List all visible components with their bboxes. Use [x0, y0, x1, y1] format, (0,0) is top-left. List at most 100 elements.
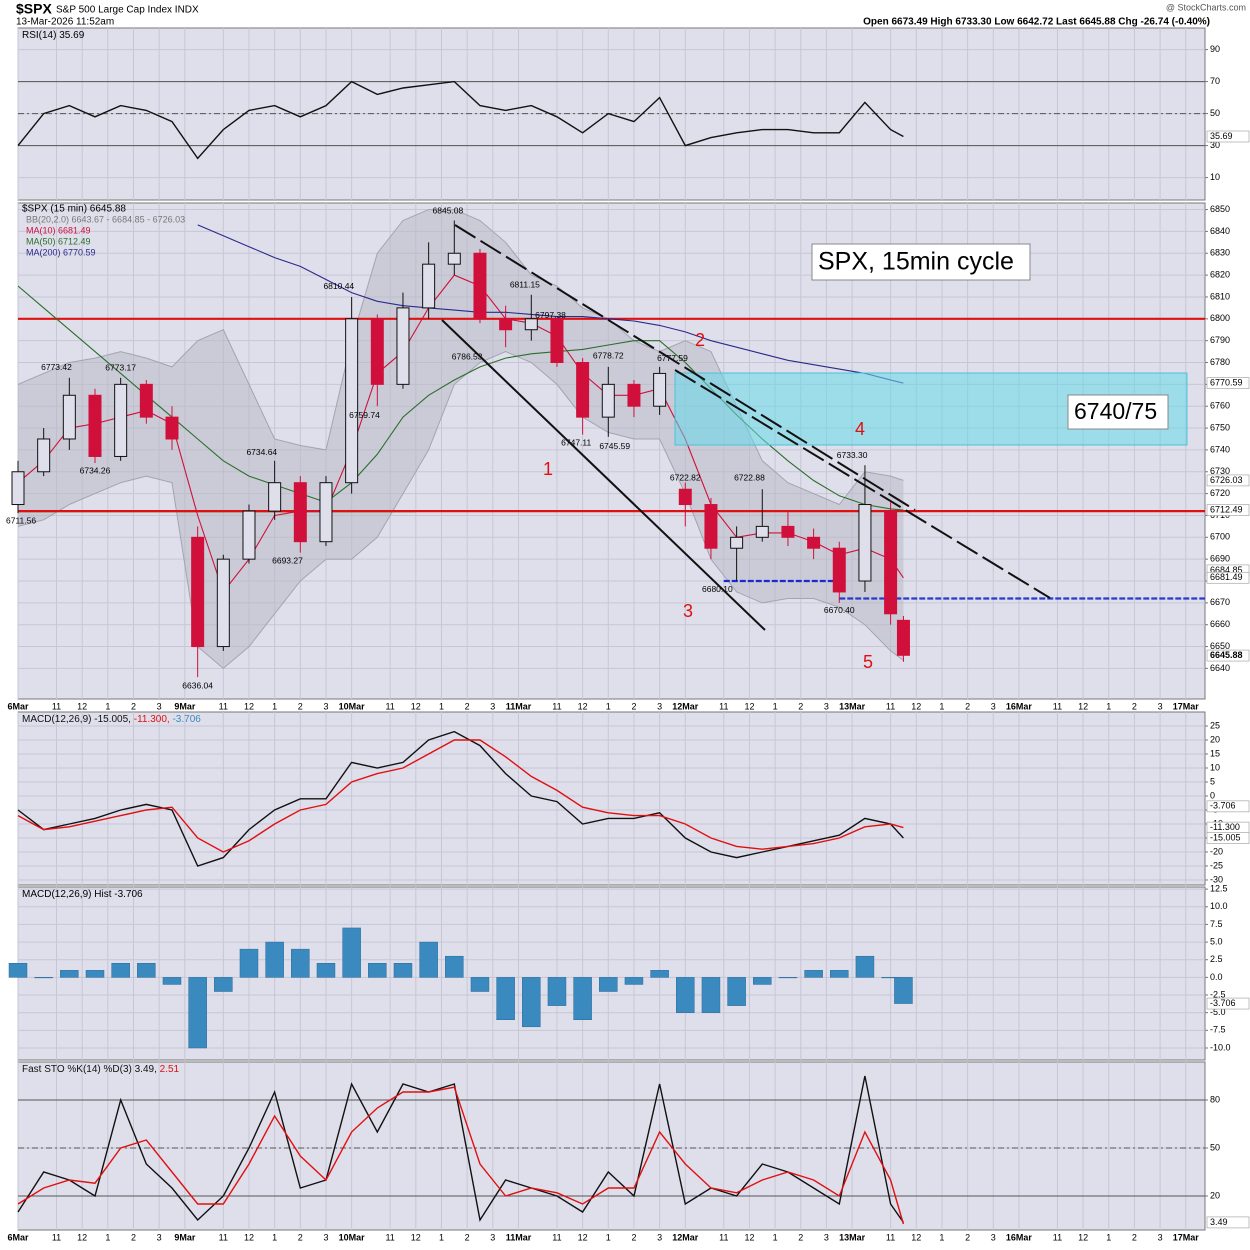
x-tick-label: 3	[657, 1232, 662, 1242]
histogram-bar	[239, 948, 259, 978]
y-tick-label: 6690	[1210, 554, 1230, 564]
bb-band	[18, 209, 904, 669]
legend-entry: MACD(12,26,9) -15.005,	[22, 714, 131, 725]
histogram-bar	[419, 941, 438, 978]
x-tick-label: 1	[105, 1232, 110, 1242]
title-text: RSI(14) 35.69	[22, 30, 85, 41]
legend-entry: -11.300,	[134, 714, 170, 725]
histogram-bar	[342, 927, 361, 978]
y-tick-label: 80	[1210, 1094, 1220, 1104]
wave-label: 2	[695, 330, 705, 350]
histogram-bar	[894, 977, 913, 1004]
price-annotation: 6711.56	[6, 515, 36, 525]
x-tick-label: 1	[272, 701, 277, 711]
price-annotation: 6636.04	[182, 680, 213, 690]
series-line	[197, 224, 904, 384]
x-tick-label: 3	[1158, 701, 1163, 711]
x-tick-label: 1	[1106, 701, 1111, 711]
last-value-label: 6681.49	[1210, 572, 1243, 582]
y-tick-label: 7.5	[1210, 919, 1223, 929]
x-tick-label: 6Mar	[7, 701, 29, 711]
y-tick-label: 10	[1210, 762, 1220, 772]
last-value-label: -3.706	[1210, 801, 1236, 811]
last-value-label: 6726.03	[1210, 475, 1243, 485]
x-tick-label: 10Mar	[339, 1232, 366, 1242]
y-tick-label: 90	[1210, 44, 1220, 54]
legend-entry: Fast STO %K(14) %D(3) 3.49,	[22, 1064, 157, 1075]
x-tick-label: 1	[939, 1232, 944, 1242]
y-tick-label: -30	[1210, 874, 1223, 884]
price-annotation: 6680.10	[702, 584, 733, 594]
x-tick-label: 2	[298, 1232, 303, 1242]
x-tick-label: 2	[631, 701, 636, 711]
x-tick-label: 3	[490, 701, 495, 711]
x-tick-label: 12	[244, 1232, 254, 1242]
y-tick-label: 6670	[1210, 597, 1230, 607]
last-value-label: 6770.59	[1210, 377, 1243, 387]
y-tick-label: 6780	[1210, 357, 1230, 367]
histogram-bar	[573, 977, 592, 1021]
x-tick-label: 11	[719, 701, 728, 711]
panel	[17, 202, 1206, 700]
histogram-bar	[291, 948, 310, 978]
histogram-bar	[111, 963, 130, 978]
x-tick-label: 1	[1106, 1232, 1111, 1242]
x-tick-label: 11Mar	[506, 1232, 532, 1242]
candle-body	[627, 383, 641, 407]
price-annotation: 6747.11	[561, 438, 591, 448]
x-tick-label: 2	[965, 701, 970, 711]
x-tick-label: 3	[1158, 1232, 1163, 1242]
x-tick-label: 1	[606, 1232, 611, 1242]
x-tick-label: 11	[886, 701, 895, 711]
x-tick-label: 6Mar	[7, 1232, 29, 1242]
callout-box	[811, 243, 1031, 281]
y-tick-label: -25	[1210, 860, 1223, 870]
y-tick-label: 6830	[1210, 248, 1230, 258]
x-tick-label: 11	[52, 1232, 61, 1242]
x-tick-label: 12	[744, 701, 754, 711]
x-tick-label: 1	[105, 701, 110, 711]
channel-upper	[454, 224, 916, 511]
candle-body	[242, 510, 256, 560]
histogram-bar	[214, 977, 233, 992]
x-tick-label: 2	[798, 1232, 803, 1242]
candle-body	[422, 263, 436, 309]
last-value-box	[1206, 474, 1250, 487]
y-tick-label: 25	[1210, 720, 1220, 730]
price-annotation: 6722.82	[670, 473, 701, 483]
x-tick-label: 17Mar	[1173, 1232, 1200, 1242]
price-annotation: 6734.26	[80, 466, 111, 476]
candle-body	[807, 536, 821, 549]
panel	[17, 1061, 1206, 1231]
x-tick-label: 12	[744, 1232, 754, 1242]
y-tick-label: 2.5	[1210, 954, 1223, 964]
candle-body	[268, 482, 282, 512]
price-annotation: 6734.64	[246, 447, 277, 457]
last-value-box	[1206, 832, 1250, 844]
histogram-bar	[727, 977, 746, 1006]
histogram-bar	[676, 977, 695, 1013]
y-tick-label: 6650	[1210, 641, 1230, 651]
x-tick-label: 3	[824, 701, 829, 711]
candle-body	[62, 394, 76, 440]
y-tick-label: -10.0	[1210, 1042, 1231, 1052]
histogram-bar	[599, 977, 618, 992]
legend-entry: 2.51	[160, 1064, 180, 1075]
histogram-bar	[188, 977, 207, 1049]
y-tick-label: -5.0	[1210, 1007, 1226, 1017]
trendline	[674, 369, 1051, 599]
price-annotation: 6759.74	[349, 410, 380, 420]
candle-body	[755, 525, 769, 538]
candle-body	[114, 383, 128, 457]
y-tick-label: 0	[1210, 790, 1215, 800]
y-tick-label: 6790	[1210, 335, 1230, 345]
y-tick-label: 30	[1210, 140, 1220, 150]
y-tick-label: 6730	[1210, 466, 1230, 476]
last-value-box	[1206, 1216, 1250, 1229]
candle-body	[730, 536, 744, 549]
last-value-label: 3.49	[1210, 1217, 1228, 1227]
panel-title: MACD(12,26,9) -15.005, -11.300, -3.706	[22, 714, 201, 725]
x-tick-label: 11	[1053, 701, 1062, 711]
x-tick-label: 2	[631, 1232, 636, 1242]
